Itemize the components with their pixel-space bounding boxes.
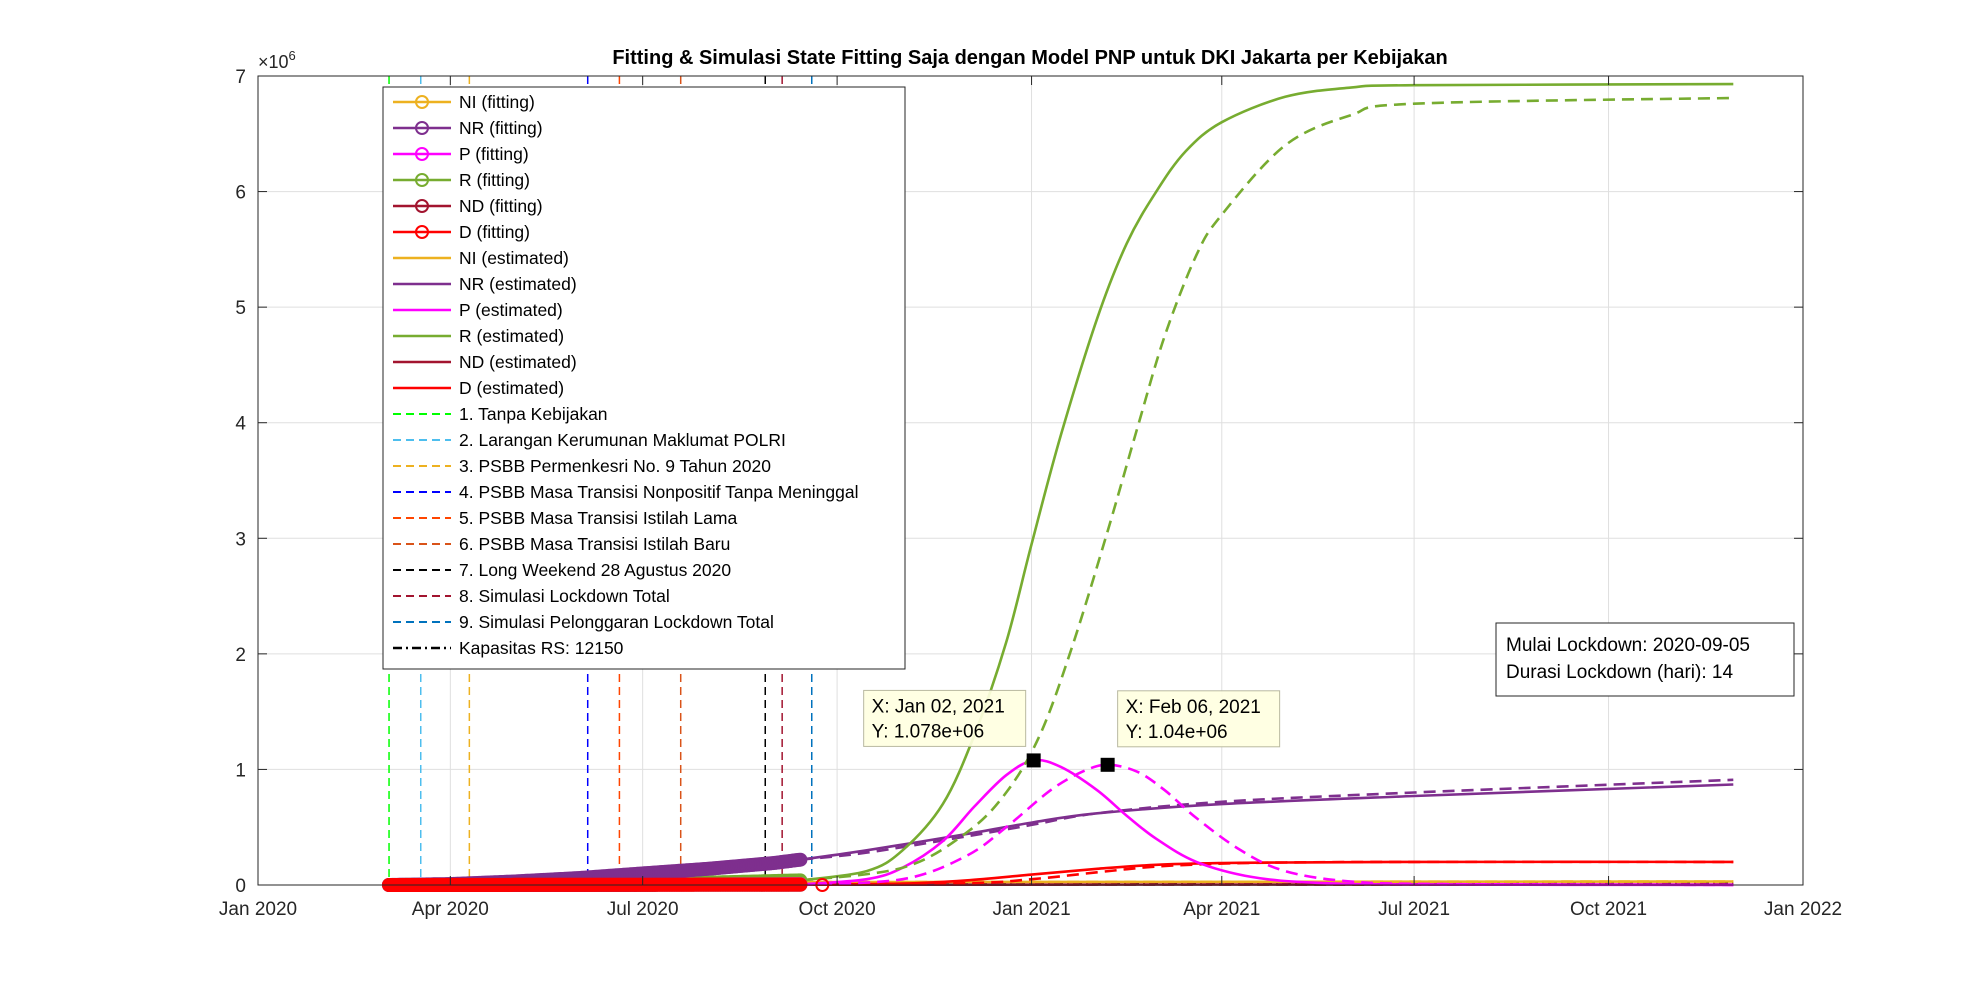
x-tick-label: Apr 2021 [1183,899,1260,920]
series-r-estimated-line [801,82,1734,882]
legend-label: ND (estimated) [459,352,577,372]
legend-label: D (fitting) [459,222,530,242]
lockdown-annotation: Mulai Lockdown: 2020-09-05 Durasi Lockdow… [1495,622,1795,697]
legend-label: NR (fitting) [459,118,543,138]
legend-item: ND (estimated) [393,352,577,372]
datatip: X: Feb 06, 2021 Y: 1.04e+06 [1100,690,1281,772]
legend-box [382,86,906,670]
legend-item: Kapasitas RS: 12150 [393,638,624,658]
legend-label: 1. Tanpa Kebijakan [459,404,608,424]
annotation-box [1495,622,1795,697]
x-tick-label: Jul 2020 [607,899,679,920]
legend-label: 9. Simulasi Pelonggaran Lockdown Total [459,612,774,632]
y-exponent-label: ×106 [258,48,296,72]
legend-item: D (estimated) [393,378,564,398]
legend-label: NR (estimated) [459,274,577,294]
legend-item: 8. Simulasi Lockdown Total [393,586,670,606]
x-tick-label: Oct 2020 [799,899,876,920]
chart-title: Fitting & Simulasi State Fitting Saja de… [612,47,1447,69]
legend-swatch-marker [415,225,429,239]
datatips: X: Jan 02, 2021 Y: 1.078e+06 X: Feb 06, 20… [863,689,1281,772]
series-r-scenario-line [801,96,1734,882]
y-tick-label: 5 [235,298,246,319]
legend-swatch-marker [415,173,429,187]
legend-label: P (estimated) [459,300,563,320]
datatip-marker [1026,753,1041,768]
x-tick-label: Jan 2021 [992,899,1070,920]
legend-label: R (fitting) [459,170,530,190]
legend-swatch-marker [415,147,429,161]
legend-item: 5. PSBB Masa Transisi Istilah Lama [393,508,737,528]
legend-label: 8. Simulasi Lockdown Total [459,586,670,606]
x-tick-label: Oct 2021 [1570,899,1647,920]
y-tick-label: 4 [235,414,246,435]
legend-label: 6. PSBB Masa Transisi Istilah Baru [459,534,730,554]
legend-item: ND (fitting) [393,196,543,216]
legend-label: 3. PSBB Permenkesri No. 9 Tahun 2020 [459,456,771,476]
datatip: X: Jan 02, 2021 Y: 1.078e+06 [863,689,1041,768]
legend-label: NI (fitting) [459,92,535,112]
legend-item: R (estimated) [393,326,564,346]
series-d-scenario-line [801,860,1734,886]
legend-item: P (fitting) [393,144,529,164]
axes-box [257,75,1804,886]
legend-swatch-marker [415,95,429,109]
series-p-estimated-line [801,758,1734,887]
datatip-y-label: Y: 1.04e+06 [1126,722,1228,743]
legend-label: 5. PSBB Masa Transisi Istilah Lama [459,508,737,528]
legend-swatch-marker [415,121,429,135]
legend-item: D (fitting) [393,222,530,242]
y-tick-label: 2 [235,645,246,666]
legend-swatch-marker [415,199,429,213]
datatip-box [1117,690,1281,748]
y-tick-label: 7 [235,67,246,88]
datatip-marker [1100,757,1115,772]
legend-item: 2. Larangan Kerumunan Maklumat POLRI [393,430,786,450]
legend-item: 4. PSBB Masa Transisi Nonpositif Tanpa M… [393,482,858,502]
legend-label: D (estimated) [459,378,564,398]
legend-label: NI (estimated) [459,248,569,268]
annotation-line: Mulai Lockdown: 2020-09-05 [1506,635,1750,656]
legend-label: 2. Larangan Kerumunan Maklumat POLRI [459,430,786,450]
legend-label: Kapasitas RS: 12150 [459,638,624,658]
legend-label: ND (fitting) [459,196,543,216]
y-tick-label: 0 [235,876,246,897]
y-tick-label: 1 [235,760,246,781]
x-tick-label: Jan 2022 [1764,899,1842,920]
series-d-estimated-line [801,860,1734,886]
annotation-line: Durasi Lockdown (hari): 14 [1506,662,1733,683]
datatip-x-label: X: Jan 02, 2021 [872,696,1005,717]
y-tick-label: 3 [235,529,246,550]
y-tick-label: 6 [235,183,246,204]
legend-label: P (fitting) [459,144,529,164]
x-tick-label: Jul 2021 [1378,899,1450,920]
datatip-x-label: X: Feb 06, 2021 [1126,697,1261,718]
legend-label: 4. PSBB Masa Transisi Nonpositif Tanpa M… [459,482,858,502]
tick-labels: Jan 2020 Apr 2020 Jul 2020 Oct 2020 Jan 2021… [219,67,1842,920]
datatip-y-label: Y: 1.078e+06 [872,721,985,742]
legend-item: NI (estimated) [393,248,569,268]
x-tick-label: Jan 2020 [219,899,297,920]
legend-label: 7. Long Weekend 28 Agustus 2020 [459,560,731,580]
legend-item: 9. Simulasi Pelonggaran Lockdown Total [393,612,774,632]
ticks [257,75,1804,886]
legend-item: 7. Long Weekend 28 Agustus 2020 [393,560,731,580]
series-nr-estimated-line [801,783,1734,861]
legend-item: P (estimated) [393,300,563,320]
legend-item: NI (fitting) [393,92,535,112]
legend-item: 3. PSBB Permenkesri No. 9 Tahun 2020 [393,456,771,476]
legend-item: NR (fitting) [393,118,543,138]
legend-item: 1. Tanpa Kebijakan [393,404,608,424]
legend-item: NR (estimated) [393,274,577,294]
fitting-marker [793,852,808,867]
legend-item: 6. PSBB Masa Transisi Istilah Baru [393,534,730,554]
legend-item: R (fitting) [393,170,530,190]
x-tick-label: Apr 2020 [412,899,489,920]
legend-label: R (estimated) [459,326,564,346]
legend: NI (fitting) NR (fitting) P (fitting) R (fi… [382,86,906,670]
datatip-box [863,689,1027,747]
